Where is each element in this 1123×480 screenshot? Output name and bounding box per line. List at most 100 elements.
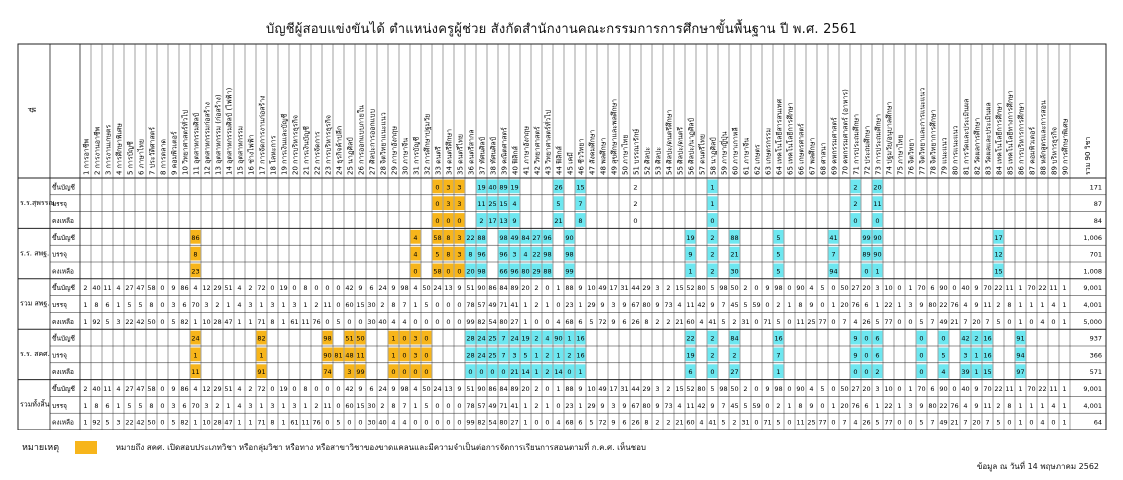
row-label: ขึ้นบัญชี: [52, 334, 76, 343]
table-cell-value: 49: [598, 385, 606, 393]
table-cell-value: 4: [1040, 318, 1044, 326]
table-cell-value: 59: [752, 402, 760, 410]
table-cell-value: 2: [380, 402, 384, 410]
table-cell-value: 1: [281, 419, 285, 427]
table-cell-value: 20: [521, 284, 529, 292]
highlight-cell: [432, 246, 443, 261]
table-cell-value: 4: [963, 301, 967, 309]
table-cell-value: 73: [664, 402, 672, 410]
highlight-cell: [553, 330, 564, 345]
highlight-cell: [388, 364, 399, 379]
table-cell-value: 4: [237, 385, 241, 393]
highlight-cell: [443, 263, 454, 278]
row-total: 87: [1094, 200, 1102, 208]
table-cell-value: 3: [248, 301, 252, 309]
table-cell-value: 0: [897, 284, 901, 292]
table-cell-value: 2: [996, 301, 1000, 309]
subject-header: 87 คอมพิวเตอร์: [1029, 127, 1037, 175]
table-cell-value: 7: [402, 402, 406, 410]
highlight-cell: [410, 263, 421, 278]
subject-header: 5 การบัญชี: [127, 141, 135, 175]
table-cell-value: 27: [510, 419, 518, 427]
table-cell-value: 9: [391, 284, 395, 292]
table-cell-value: 0: [446, 267, 450, 275]
highlight-cell: [1015, 347, 1026, 362]
table-cell-value: 45: [730, 402, 738, 410]
table-cell-value: 30: [730, 267, 738, 275]
table-cell-value: 11: [873, 200, 881, 208]
table-cell-value: 2: [215, 402, 219, 410]
table-cell-value: 0: [853, 217, 857, 225]
table-cell-value: 67: [631, 301, 639, 309]
highlight-cell: [564, 330, 575, 345]
table-cell-value: 11: [323, 402, 331, 410]
row-label: บรรจุ: [52, 402, 67, 410]
table-cell-value: 10: [202, 318, 210, 326]
row-label: ขึ้นบัญชี: [52, 233, 76, 242]
row-label: ขึ้นบัญชี: [52, 182, 76, 191]
table-cell-value: 5: [171, 419, 175, 427]
highlight-cell: [861, 364, 872, 379]
table-cell-value: 19: [521, 335, 529, 343]
row-label: ขึ้นบัญชี: [52, 283, 76, 292]
table-cell-value: 0: [897, 419, 901, 427]
table-cell-value: 88: [730, 234, 738, 242]
highlight-cell: [421, 364, 432, 379]
table-cell-value: 1: [1062, 284, 1066, 292]
table-cell-value: 4: [402, 318, 406, 326]
table-cell-value: 2: [776, 402, 780, 410]
table-cell-value: 4: [413, 385, 417, 393]
row-total: 171: [1090, 183, 1102, 191]
table-cell-value: 5: [336, 318, 340, 326]
table-cell-value: 70: [1027, 385, 1035, 393]
table-cell-value: 1: [1018, 284, 1022, 292]
subject-header: 38 ทัศนศิลป์: [490, 136, 498, 175]
highlight-cell: [729, 246, 740, 261]
highlight-cell: [542, 263, 553, 278]
table-cell-value: 1: [1018, 318, 1022, 326]
subject-header: 78 จิตวิทยาการศึกษา: [929, 109, 938, 175]
table-cell-value: 8: [644, 318, 648, 326]
subject-header: 21 การเงินบัญชี: [303, 126, 311, 175]
table-cell-value: 1: [1040, 301, 1044, 309]
table-cell-value: 0: [919, 335, 923, 343]
table-cell-value: 86: [180, 385, 188, 393]
table-cell-value: 4: [853, 318, 857, 326]
table-cell-value: 51: [345, 335, 353, 343]
table-cell-value: 27: [730, 368, 738, 376]
table-cell-value: 3: [875, 385, 879, 393]
table-cell-value: 0: [424, 419, 428, 427]
subject-header: 79 แนะแนว: [941, 138, 949, 175]
subject-header: 48 พลศึกษา: [599, 138, 608, 175]
highlight-cell: [454, 229, 465, 244]
table-cell-value: 0: [754, 419, 758, 427]
table-cell-value: 50: [840, 284, 848, 292]
table-cell-value: 28: [213, 419, 221, 427]
table-cell-value: 7: [501, 351, 505, 359]
subject-header: 12 อุตสาหกรรมก่อสร้าง: [204, 102, 212, 175]
table-cell-value: 96: [510, 267, 518, 275]
table-cell-value: 26: [631, 419, 639, 427]
table-cell-value: 2: [710, 234, 714, 242]
table-cell-value: 1: [391, 351, 395, 359]
highlight-cell: [465, 330, 476, 345]
table-cell-value: 7: [963, 419, 967, 427]
row-label: ขึ้นบัญชี: [52, 384, 76, 393]
subject-header: 11 อุตสาหกรรมศิลป์: [193, 112, 201, 175]
highlight-cell: [410, 347, 421, 362]
row-label: บรรจุ: [52, 251, 67, 259]
subject-header: 75 ภาษาไทย: [896, 135, 905, 175]
subject-header: 44 ฟิสิกส์: [556, 145, 564, 175]
table-cell-value: 5: [776, 267, 780, 275]
highlight-cell: [498, 263, 509, 278]
table-cell-value: 50: [422, 284, 430, 292]
subject-header: 45 เคมี: [567, 152, 575, 175]
table-cell-value: 40: [378, 318, 386, 326]
highlight-cell: [971, 330, 982, 345]
table-cell-value: 27: [125, 284, 133, 292]
table-cell-value: 1: [259, 351, 263, 359]
table-cell-value: 2: [710, 251, 714, 259]
table-cell-value: 7: [831, 251, 835, 259]
table-cell-value: 19: [477, 183, 485, 191]
subject-header: 23 การบริหารธุรกิจ: [325, 115, 333, 175]
